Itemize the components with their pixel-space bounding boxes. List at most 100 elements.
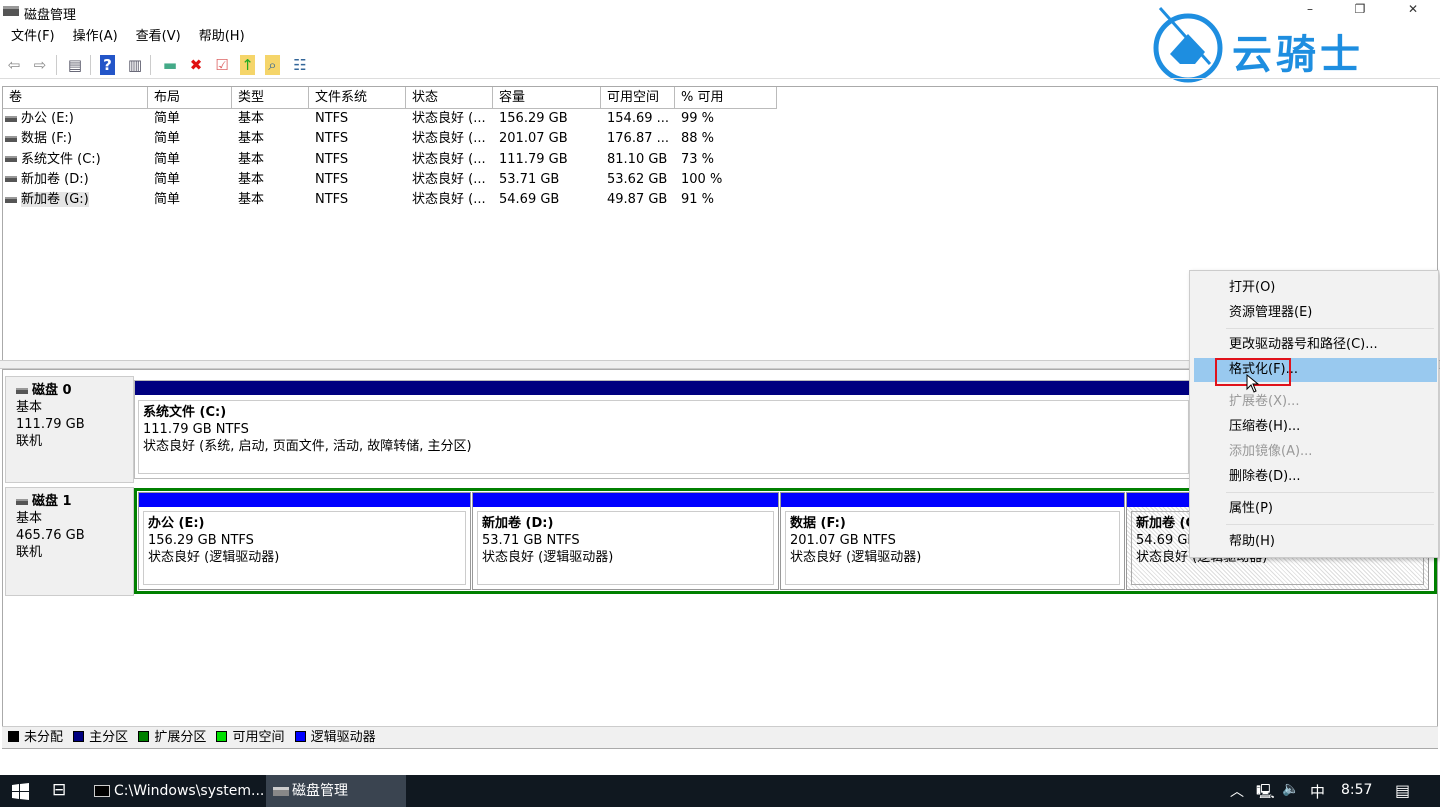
- forward-arrow-icon[interactable]: ⇨: [33, 56, 47, 74]
- clock[interactable]: 8:57: [1341, 782, 1373, 798]
- column-header-percent-free[interactable]: % 可用: [675, 87, 777, 109]
- disk-size: 465.76 GB: [16, 528, 85, 543]
- properties-icon[interactable]: ☑: [215, 56, 229, 74]
- knight-logo-icon: [1153, 7, 1223, 83]
- taskbar-item-cmd[interactable]: C:\Windows\system...: [88, 775, 264, 807]
- table-row[interactable]: 新加卷 (G:) 简单 基本 NTFS 状态良好 (... 54.69 GB 49.87 G…: [3, 190, 803, 210]
- partition-size: 53.71 GB NTFS: [482, 533, 580, 548]
- free-space: 176.87 ...: [607, 131, 670, 147]
- table-row[interactable]: 新加卷 (D:) 简单 基本 NTFS 状态良好 (... 53.71 GB 53.62 G…: [3, 170, 803, 190]
- menu-file[interactable]: 文件(F): [11, 29, 55, 44]
- task-view-icon[interactable]: ⊟: [52, 780, 67, 800]
- delete-icon[interactable]: ✖: [189, 56, 203, 74]
- disk-type: 基本: [16, 511, 43, 526]
- toolbar: ⇦ ⇨ ▤ ? ▥ ▬ ✖ ☑ ↑ ⌕ ☷: [0, 51, 1440, 79]
- partition-status: 状态良好 (逻辑驱动器): [148, 550, 280, 565]
- column-header-status[interactable]: 状态: [406, 87, 493, 109]
- column-header-free-space[interactable]: 可用空间: [601, 87, 675, 109]
- disk-graphical-view: 磁盘 0 基本 111.79 GB 联机 系统文件 (C:) 111.79 GB…: [2, 369, 1438, 749]
- filesystem: NTFS: [315, 171, 349, 187]
- partition-f[interactable]: 数据 (F:) 201.07 GB NTFS 状态良好 (逻辑驱动器): [780, 492, 1125, 590]
- capacity: 53.71 GB: [499, 171, 560, 187]
- partition-d[interactable]: 新加卷 (D:) 53.71 GB NTFS 状态良好 (逻辑驱动器): [472, 492, 779, 590]
- menu-item-properties[interactable]: 属性(P): [1229, 501, 1273, 516]
- partition-c[interactable]: 系统文件 (C:) 111.79 GB NTFS 状态良好 (系统, 启动, 页…: [134, 380, 1194, 479]
- column-header-capacity[interactable]: 容量: [493, 87, 601, 109]
- disk-name: 磁盘 1: [32, 494, 72, 509]
- menu-action[interactable]: 操作(A): [72, 29, 118, 44]
- cmd-icon: [94, 785, 110, 797]
- volume-name: 新加卷 (D:): [5, 170, 89, 190]
- volume-name: 办公 (E:): [5, 109, 74, 129]
- back-arrow-icon[interactable]: ⇦: [7, 56, 21, 74]
- table-row[interactable]: 数据 (F:) 简单 基本 NTFS 状态良好 (... 201.07 GB 176.87 …: [3, 129, 803, 149]
- free-space: 154.69 ...: [607, 111, 670, 126]
- column-header-layout[interactable]: 布局: [148, 87, 232, 109]
- layout: 简单: [154, 131, 181, 147]
- show-action-pane-icon[interactable]: ▥: [127, 56, 143, 74]
- notification-center-icon[interactable]: ▤: [1395, 781, 1411, 800]
- type: 基本: [238, 151, 265, 167]
- capacity: 156.29 GB: [499, 111, 568, 126]
- partition-name: 办公 (E:): [148, 516, 205, 531]
- partition-size: 111.79 GB NTFS: [143, 422, 249, 437]
- disk-0-label[interactable]: 磁盘 0 基本 111.79 GB 联机: [5, 376, 134, 483]
- pane-splitter[interactable]: [0, 360, 1440, 369]
- menu-item-delete-volume[interactable]: 删除卷(D)...: [1229, 469, 1301, 484]
- table-row[interactable]: 系统文件 (C:) 简单 基本 NTFS 状态良好 (... 111.79 GB 81.10…: [3, 150, 803, 170]
- export-icon[interactable]: ↑: [240, 55, 255, 75]
- taskbar-item-disk-management[interactable]: 磁盘管理: [266, 775, 406, 807]
- disk-size: 111.79 GB: [16, 417, 85, 432]
- title-bar: 磁盘管理 – ❐ ✕: [0, 0, 1440, 24]
- menu-item-format[interactable]: 格式化(F)...: [1194, 358, 1437, 382]
- menu-item-explore[interactable]: 资源管理器(E): [1229, 305, 1313, 320]
- minimize-button[interactable]: –: [1307, 2, 1313, 16]
- help-icon[interactable]: ?: [100, 55, 115, 75]
- menu-view[interactable]: 查看(V): [135, 29, 181, 44]
- partition-size: 201.07 GB NTFS: [790, 533, 896, 548]
- volume-icon: [5, 135, 17, 142]
- settings-icon[interactable]: ☷: [293, 56, 307, 74]
- partition-status: 状态良好 (逻辑驱动器): [482, 550, 614, 565]
- network-icon[interactable]: 🖳: [1256, 784, 1275, 800]
- legend: 未分配 主分区 扩展分区 可用空间 逻辑驱动器: [2, 726, 1438, 748]
- connect-drive-icon[interactable]: ▬: [162, 56, 178, 74]
- menu-item-shrink-volume[interactable]: 压缩卷(H)...: [1229, 419, 1301, 434]
- volume-name: 数据 (F:): [5, 129, 72, 149]
- menu-bar: 文件(F) 操作(A) 查看(V) 帮助(H): [0, 26, 252, 48]
- volume-icon[interactable]: 🔈: [1282, 781, 1300, 797]
- layout: 简单: [154, 171, 181, 187]
- volume-icon: [5, 176, 17, 183]
- ime-indicator[interactable]: 中: [1310, 783, 1326, 801]
- disk-icon: [16, 498, 28, 505]
- menu-item-change-drive-letter[interactable]: 更改驱动器号和路径(C)...: [1229, 337, 1378, 352]
- partition-e[interactable]: 办公 (E:) 156.29 GB NTFS 状态良好 (逻辑驱动器): [138, 492, 471, 590]
- table-row[interactable]: 办公 (E:) 简单 基本 NTFS 状态良好 (... 156.29 GB 154.69 …: [3, 109, 803, 129]
- partition-size: 156.29 GB NTFS: [148, 533, 254, 548]
- menu-item-help[interactable]: 帮助(H): [1229, 534, 1275, 549]
- filesystem: NTFS: [315, 111, 349, 126]
- show-hidden-icons-chevron-icon[interactable]: ︿: [1230, 784, 1244, 800]
- disk-icon: [16, 387, 28, 394]
- column-header-type[interactable]: 类型: [232, 87, 309, 109]
- menu-item-open[interactable]: 打开(O): [1229, 280, 1276, 295]
- search-icon[interactable]: ⌕: [265, 55, 280, 75]
- show-hide-console-tree-icon[interactable]: ▤: [67, 56, 83, 74]
- status: 状态良好 (...: [412, 131, 486, 147]
- menu-help[interactable]: 帮助(H): [198, 29, 245, 44]
- column-header-volume[interactable]: 卷: [3, 87, 148, 109]
- column-header-filesystem[interactable]: 文件系统: [309, 87, 406, 109]
- close-button[interactable]: ✕: [1407, 2, 1419, 16]
- watermark-text: 云骑士: [1232, 32, 1364, 78]
- volume-icon: [5, 196, 17, 203]
- volume-name: 系统文件 (C:): [5, 150, 101, 170]
- disk-1-label[interactable]: 磁盘 1 基本 465.76 GB 联机: [5, 487, 134, 596]
- filesystem: NTFS: [315, 192, 349, 208]
- partition-status: 状态良好 (逻辑驱动器): [790, 550, 922, 565]
- capacity: 111.79 GB: [499, 151, 568, 167]
- windows-start-icon[interactable]: [12, 783, 29, 800]
- volume-list: 卷 布局 类型 文件系统 状态 容量 可用空间 % 可用 办公 (E:) 简单 基本…: [2, 86, 1438, 360]
- type: 基本: [238, 171, 265, 187]
- restore-button[interactable]: ❐: [1354, 2, 1366, 16]
- watermark-logo: 云骑士: [1150, 4, 1410, 84]
